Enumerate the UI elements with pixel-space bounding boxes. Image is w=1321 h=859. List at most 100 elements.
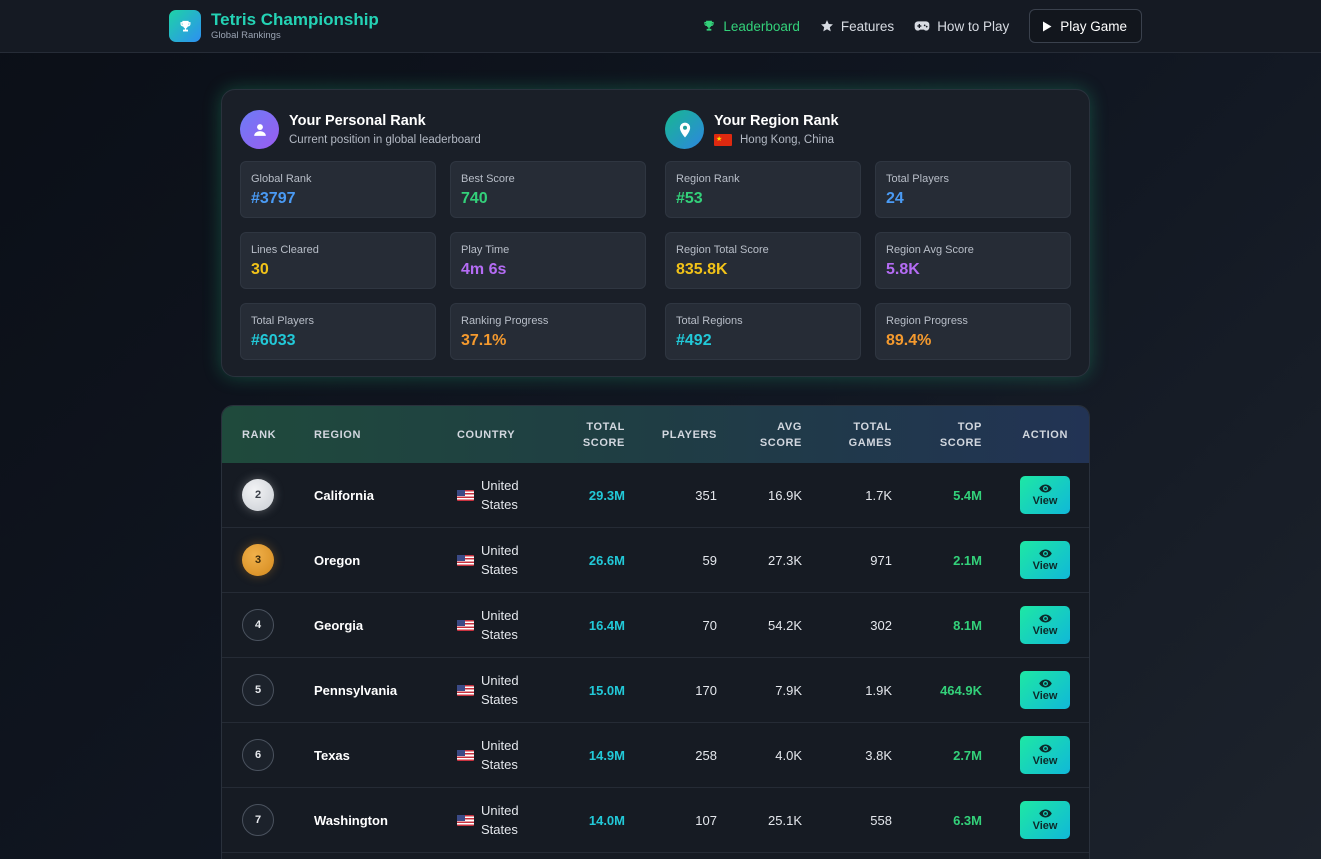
total-score: 14.9M (588, 747, 625, 763)
header-total-score-line1: TOTAL (586, 420, 625, 433)
stat-value: 835.8K (676, 261, 728, 278)
country-cell: United States (457, 541, 577, 579)
rank-cell: 4 (242, 609, 274, 641)
header-avg-score-line1: AVG (777, 420, 802, 433)
top-score: 2.7M (953, 747, 982, 763)
stat-value: 37.1% (461, 332, 507, 349)
table-row[interactable]: 2 California United States 29.3M 351 16.9K 1.7K… (222, 463, 1089, 528)
stat-label: Region Avg Score (886, 244, 974, 256)
map-pin-icon (665, 110, 704, 149)
play-game-button[interactable]: Play Game (1029, 9, 1142, 43)
avg-score: 25.1K (768, 812, 802, 828)
total-games: 1.7K (865, 487, 892, 503)
top-score: 464.9K (940, 682, 982, 698)
rank-badge: 2 (242, 479, 274, 511)
trophy-icon (704, 20, 714, 31)
header-top-score[interactable]: TOP SCORE (940, 419, 982, 451)
stat-card: Region Avg Score 5.8K (875, 232, 1071, 289)
country-name: United States (481, 541, 531, 579)
region-name: Texas (314, 747, 350, 763)
view-button[interactable]: View (1020, 736, 1070, 774)
table-row[interactable]: 4 Georgia United States 16.4M 70 54.2K 302 8.1M V… (222, 593, 1089, 658)
stat-label: Total Players (886, 173, 949, 185)
stat-label: Region Total Score (676, 244, 769, 256)
header-country[interactable]: COUNTRY (457, 428, 516, 441)
brand[interactable]: Tetris Championship Global Rankings (169, 10, 379, 42)
country-cell: United States (457, 801, 577, 839)
table-row[interactable]: 3 Oregon United States 26.6M 59 27.3K 971 2.1M Vi… (222, 528, 1089, 593)
brand-title: Tetris Championship (211, 10, 379, 29)
avg-score: 7.9K (775, 682, 802, 698)
total-games: 302 (870, 617, 892, 633)
view-button-label: View (1032, 754, 1058, 767)
rank-cell: 7 (242, 804, 274, 836)
header-total-games-line1: TOTAL (853, 420, 892, 433)
stat-card: Total Players 24 (875, 161, 1071, 218)
action-cell: View (1020, 736, 1070, 774)
star-icon (820, 20, 833, 32)
table-body: 2 California United States 29.3M 351 16.9K 1.7K… (222, 463, 1089, 853)
stat-label: Region Rank (676, 173, 740, 185)
region-name: Georgia (314, 617, 364, 633)
stat-card: Region Rank #53 (665, 161, 861, 218)
stat-card: Total Players #6033 (240, 303, 436, 360)
header-avg-score-line2: SCORE (759, 436, 802, 449)
rank-badge: 3 (242, 544, 274, 576)
avg-score: 54.2K (768, 617, 802, 633)
region-rank-subtitle: Hong Kong, China (740, 133, 834, 146)
country-cell: United States (457, 476, 577, 514)
total-score: 29.3M (588, 487, 625, 503)
country-cell: United States (457, 671, 577, 709)
table-row[interactable]: 6 Texas United States 14.9M 258 4.0K 3.8K 2.7M Vi… (222, 723, 1089, 788)
table-row[interactable]: 7 Washington United States 14.0M 107 25.1K 558 6… (222, 788, 1089, 853)
header-total-score[interactable]: TOTAL SCORE (583, 419, 625, 451)
stat-value: 740 (461, 190, 488, 207)
stat-value: 30 (251, 261, 269, 278)
us-flag-icon (457, 619, 474, 631)
country-name-line1: United (481, 608, 519, 623)
header-players[interactable]: PLAYERS (661, 428, 717, 441)
us-flag-icon (457, 749, 474, 761)
players-count: 70 (702, 617, 717, 633)
nav-link-how-to-play[interactable]: How to Play (914, 9, 1009, 43)
view-button[interactable]: View (1020, 671, 1070, 709)
stat-card: Total Regions #492 (665, 303, 861, 360)
nav-link-features[interactable]: Features (820, 9, 894, 43)
rank-badge: 5 (242, 674, 274, 706)
stat-label: Ranking Progress (461, 315, 549, 327)
country-name: United States (481, 476, 531, 514)
players-count: 59 (702, 552, 717, 568)
stat-value: 5.8K (886, 261, 920, 278)
gamepad-icon (914, 21, 930, 31)
eye-icon (1038, 614, 1052, 622)
header-total-games[interactable]: TOTAL GAMES (849, 419, 892, 451)
header-avg-score[interactable]: AVG SCORE (760, 419, 802, 451)
total-games: 1.9K (865, 682, 892, 698)
top-navbar: Tetris Championship Global Rankings Lead… (0, 0, 1321, 53)
view-button-label: View (1032, 689, 1058, 702)
avg-score: 4.0K (775, 747, 802, 763)
total-games: 971 (870, 552, 892, 568)
rank-badge: 7 (242, 804, 274, 836)
rank-summary-card: Your Personal Rank Current position in g… (221, 89, 1090, 377)
avg-score: 27.3K (768, 552, 802, 568)
header-rank[interactable]: RANK (242, 428, 277, 441)
nav-link-leaderboard[interactable]: Leaderboard (702, 9, 800, 43)
stat-value: #3797 (251, 190, 296, 207)
stat-card: Region Total Score 835.8K (665, 232, 861, 289)
eye-icon (1038, 484, 1052, 492)
players-count: 258 (695, 747, 717, 763)
header-top-score-line2: SCORE (939, 436, 982, 449)
header-region[interactable]: REGION (314, 428, 361, 441)
table-row[interactable]: 5 Pennsylvania United States 15.0M 170 7.9K 1.9… (222, 658, 1089, 723)
eye-icon (1038, 744, 1052, 752)
view-button[interactable]: View (1020, 476, 1070, 514)
total-score: 26.6M (588, 552, 625, 568)
us-flag-icon (457, 684, 474, 696)
view-button[interactable]: View (1020, 606, 1070, 644)
trophy-logo-icon (169, 10, 201, 42)
view-button[interactable]: View (1020, 801, 1070, 839)
table-header: RANK REGION COUNTRY TOTAL SCORE PLAYERS … (222, 406, 1089, 463)
brand-subtitle: Global Rankings (211, 30, 281, 41)
view-button[interactable]: View (1020, 541, 1070, 579)
